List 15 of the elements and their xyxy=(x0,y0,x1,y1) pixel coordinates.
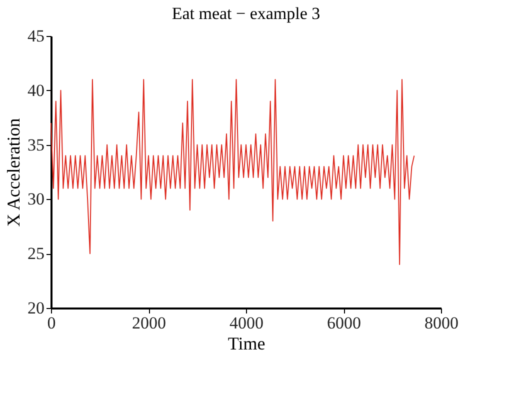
x-tick-label: 0 xyxy=(47,314,56,332)
line-series xyxy=(50,79,415,265)
y-tick-label: 40 xyxy=(28,80,44,100)
y-tick-label: 25 xyxy=(28,244,44,264)
x-tick-label: 4000 xyxy=(230,314,264,332)
x-tick-label: 2000 xyxy=(132,314,166,332)
x-tick-label: 8000 xyxy=(424,314,458,332)
y-tick-label: 35 xyxy=(28,135,44,154)
y-tick-label: 30 xyxy=(28,190,44,209)
y-tick-label: 20 xyxy=(28,298,44,318)
x-tick-label: 6000 xyxy=(327,314,361,332)
y-axis-title: X Acceleration xyxy=(4,118,24,227)
chart-title: Eat meat − example 3 xyxy=(172,4,320,23)
x-axis-title: Time xyxy=(228,334,266,354)
y-tick-label: 45 xyxy=(28,26,44,46)
